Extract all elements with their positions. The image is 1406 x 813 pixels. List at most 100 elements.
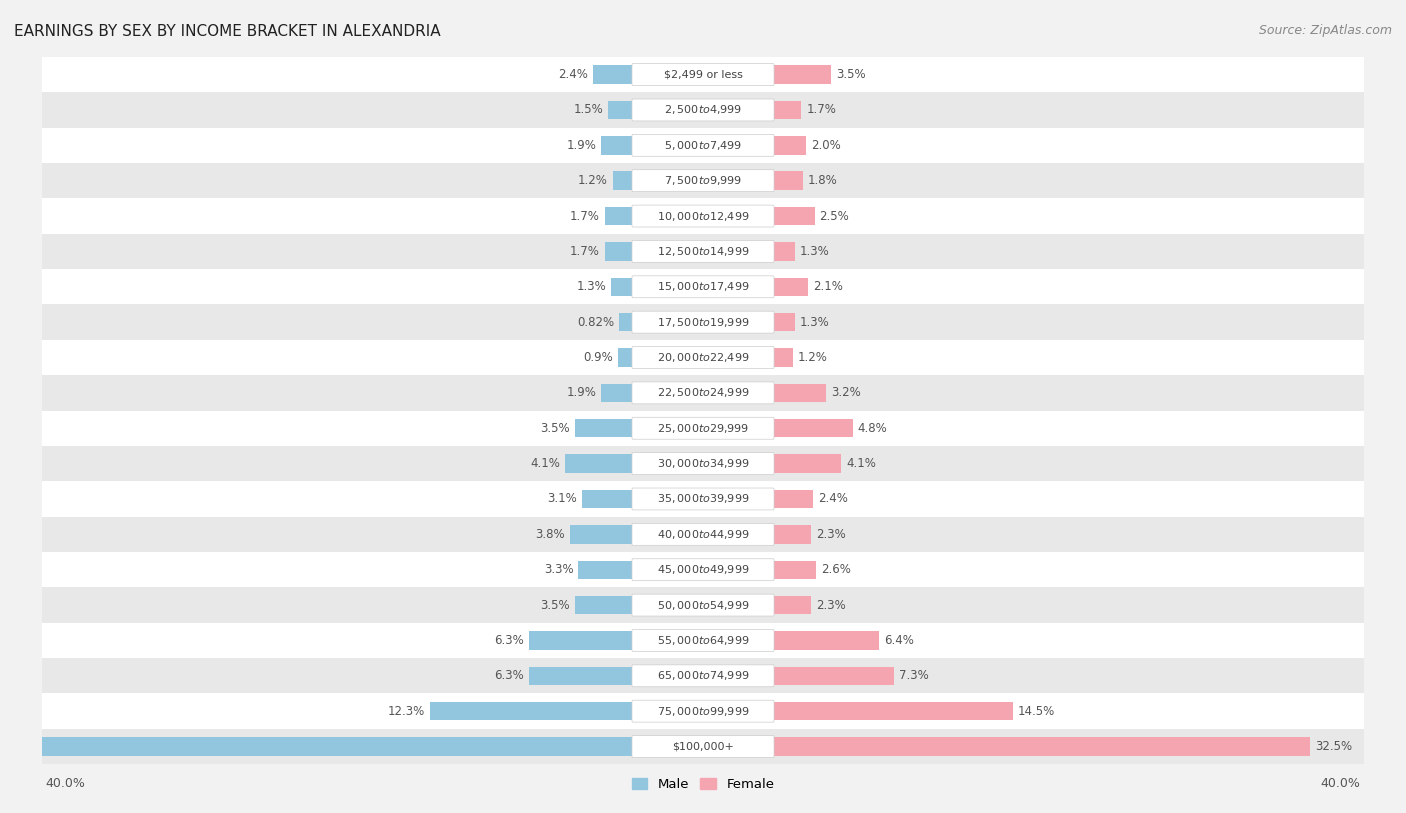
Text: 3.5%: 3.5% bbox=[540, 598, 569, 611]
Text: $35,000 to $39,999: $35,000 to $39,999 bbox=[657, 493, 749, 506]
Text: 6.4%: 6.4% bbox=[884, 634, 914, 647]
Bar bbox=[575, 419, 633, 437]
Bar bbox=[42, 587, 1364, 623]
Bar bbox=[612, 277, 633, 296]
Bar bbox=[42, 517, 1364, 552]
Bar bbox=[529, 667, 633, 685]
Bar bbox=[773, 313, 794, 332]
Bar bbox=[42, 92, 1364, 128]
FancyBboxPatch shape bbox=[631, 594, 775, 616]
Bar bbox=[773, 560, 815, 579]
Bar bbox=[42, 163, 1364, 198]
Bar bbox=[605, 242, 633, 261]
Text: 3.1%: 3.1% bbox=[547, 493, 576, 506]
Bar bbox=[593, 65, 633, 84]
Text: 3.5%: 3.5% bbox=[540, 422, 569, 435]
Text: $7,500 to $9,999: $7,500 to $9,999 bbox=[664, 174, 742, 187]
Bar bbox=[773, 65, 831, 84]
Bar bbox=[42, 57, 1364, 92]
Text: 1.2%: 1.2% bbox=[799, 351, 828, 364]
Text: 14.5%: 14.5% bbox=[1018, 705, 1054, 718]
Text: 12.3%: 12.3% bbox=[388, 705, 425, 718]
Bar bbox=[602, 384, 633, 402]
Text: $40,000 to $44,999: $40,000 to $44,999 bbox=[657, 528, 749, 541]
FancyBboxPatch shape bbox=[631, 346, 775, 368]
Text: 6.3%: 6.3% bbox=[494, 669, 524, 682]
Text: $10,000 to $12,499: $10,000 to $12,499 bbox=[657, 210, 749, 223]
Bar bbox=[773, 525, 811, 544]
Text: $100,000+: $100,000+ bbox=[672, 741, 734, 751]
Text: 1.7%: 1.7% bbox=[806, 103, 837, 116]
FancyBboxPatch shape bbox=[631, 417, 775, 439]
FancyBboxPatch shape bbox=[631, 665, 775, 687]
Bar bbox=[605, 207, 633, 225]
FancyBboxPatch shape bbox=[631, 700, 775, 722]
Bar bbox=[773, 702, 1012, 720]
Text: 0.82%: 0.82% bbox=[576, 315, 614, 328]
Bar bbox=[42, 376, 1364, 411]
Bar bbox=[773, 384, 827, 402]
Text: 3.3%: 3.3% bbox=[544, 563, 574, 576]
Bar bbox=[773, 667, 894, 685]
Bar bbox=[42, 481, 1364, 517]
Text: $2,500 to $4,999: $2,500 to $4,999 bbox=[664, 103, 742, 116]
Text: $75,000 to $99,999: $75,000 to $99,999 bbox=[657, 705, 749, 718]
Bar bbox=[1, 737, 633, 756]
FancyBboxPatch shape bbox=[631, 488, 775, 510]
Bar bbox=[773, 596, 811, 615]
Text: $45,000 to $49,999: $45,000 to $49,999 bbox=[657, 563, 749, 576]
Bar bbox=[607, 101, 633, 120]
Text: 1.3%: 1.3% bbox=[800, 315, 830, 328]
Text: $17,500 to $19,999: $17,500 to $19,999 bbox=[657, 315, 749, 328]
Text: 1.2%: 1.2% bbox=[578, 174, 607, 187]
Text: 2.1%: 2.1% bbox=[813, 280, 842, 293]
FancyBboxPatch shape bbox=[631, 63, 775, 85]
Text: 1.8%: 1.8% bbox=[808, 174, 838, 187]
FancyBboxPatch shape bbox=[631, 382, 775, 404]
Bar bbox=[565, 454, 633, 473]
Bar bbox=[602, 136, 633, 154]
Text: 1.9%: 1.9% bbox=[567, 386, 596, 399]
Text: 1.3%: 1.3% bbox=[576, 280, 606, 293]
Text: 2.3%: 2.3% bbox=[815, 598, 846, 611]
Text: 6.3%: 6.3% bbox=[494, 634, 524, 647]
Text: 4.1%: 4.1% bbox=[846, 457, 876, 470]
Text: $50,000 to $54,999: $50,000 to $54,999 bbox=[657, 598, 749, 611]
Text: 3.5%: 3.5% bbox=[837, 68, 866, 81]
Text: $65,000 to $74,999: $65,000 to $74,999 bbox=[657, 669, 749, 682]
Bar bbox=[773, 207, 814, 225]
Text: 1.7%: 1.7% bbox=[569, 210, 600, 223]
FancyBboxPatch shape bbox=[631, 99, 775, 121]
Text: 0.9%: 0.9% bbox=[583, 351, 613, 364]
Text: 4.8%: 4.8% bbox=[858, 422, 887, 435]
Text: 2.4%: 2.4% bbox=[558, 68, 588, 81]
Text: EARNINGS BY SEX BY INCOME BRACKET IN ALEXANDRIA: EARNINGS BY SEX BY INCOME BRACKET IN ALE… bbox=[14, 24, 440, 39]
Bar bbox=[773, 136, 806, 154]
Text: $12,500 to $14,999: $12,500 to $14,999 bbox=[657, 245, 749, 258]
Text: 1.3%: 1.3% bbox=[800, 245, 830, 258]
Text: $20,000 to $22,499: $20,000 to $22,499 bbox=[657, 351, 749, 364]
Text: $22,500 to $24,999: $22,500 to $24,999 bbox=[657, 386, 749, 399]
Bar bbox=[42, 693, 1364, 729]
Bar bbox=[773, 489, 813, 508]
Text: 2.5%: 2.5% bbox=[820, 210, 849, 223]
Bar bbox=[773, 454, 841, 473]
Text: 40.0%: 40.0% bbox=[1320, 776, 1361, 789]
FancyBboxPatch shape bbox=[631, 241, 775, 263]
Text: 40.0%: 40.0% bbox=[45, 776, 86, 789]
Text: $55,000 to $64,999: $55,000 to $64,999 bbox=[657, 634, 749, 647]
Text: 2.6%: 2.6% bbox=[821, 563, 851, 576]
Text: 1.5%: 1.5% bbox=[574, 103, 603, 116]
Bar bbox=[430, 702, 633, 720]
Bar bbox=[42, 233, 1364, 269]
Text: 4.1%: 4.1% bbox=[530, 457, 560, 470]
Bar bbox=[42, 729, 1364, 764]
Bar bbox=[619, 313, 633, 332]
Text: 2.0%: 2.0% bbox=[811, 139, 841, 152]
Bar bbox=[42, 411, 1364, 446]
Text: 7.3%: 7.3% bbox=[898, 669, 928, 682]
Bar bbox=[42, 304, 1364, 340]
FancyBboxPatch shape bbox=[631, 134, 775, 156]
FancyBboxPatch shape bbox=[631, 276, 775, 298]
Bar bbox=[42, 659, 1364, 693]
